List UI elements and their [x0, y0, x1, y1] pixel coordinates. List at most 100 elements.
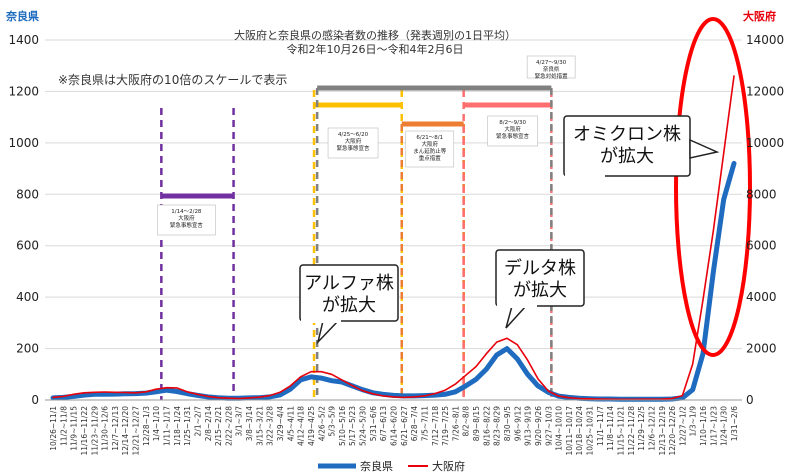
left-tick-label: 1200 [8, 84, 39, 98]
x-tick-label: 11/15~11/21 [617, 406, 626, 456]
x-tick-label: 10/11~10/17 [565, 406, 574, 456]
x-tick-label: 12/20~12/26 [668, 406, 677, 456]
x-tick-label: 1/11~1/17 [163, 406, 172, 446]
callout-text: が拡大 [322, 295, 376, 316]
legend-label-nara: 奈良県 [360, 459, 393, 473]
x-tick-label: 8/9~8/15 [472, 406, 481, 441]
x-tick-label: 8/30~9/5 [503, 406, 512, 441]
x-tick-label: 7/26~8/1 [451, 406, 460, 441]
x-tick-label: 12/7~12/13 [111, 406, 120, 451]
right-tick-label: 12000 [746, 84, 784, 98]
callout-mask [301, 317, 341, 323]
callout-mask [497, 302, 537, 308]
x-tick-label: 1/4~1/10 [152, 406, 161, 441]
period-label-text: 大阪府 [421, 140, 438, 148]
x-tick-label: 7/12~7/18 [431, 406, 440, 446]
x-tick-label: 12/21~12/27 [132, 406, 141, 456]
callout-tail [689, 138, 720, 159]
period-label-text: 大阪府 [178, 214, 195, 222]
x-tick-label: 5/24~5/30 [359, 406, 368, 446]
omicron-highlight-ellipse [674, 17, 752, 357]
period-label-box [327, 127, 379, 159]
x-tick-label: 3/15~3/21 [255, 406, 264, 446]
series-line-osaka [52, 75, 735, 401]
chart-title: 大阪府と奈良県の感染者数の推移（発表週別の1日平均） [234, 28, 516, 42]
period-markers: 1/14～2/28大阪府緊急事態宣言4/25～6/20大阪府緊急事態宣言6/21… [157, 55, 576, 400]
right-tick-label: 10000 [746, 136, 784, 150]
left-tick-label: 1400 [8, 33, 39, 47]
chart-subtitle: 令和2年10月26日～令和4年2月6日 [287, 42, 464, 56]
period-label-text: 奈良県 [543, 65, 560, 73]
x-tick-label: 4/12~4/18 [297, 406, 306, 446]
left-tick-label: 200 [16, 342, 39, 356]
callout-mask [565, 172, 605, 178]
x-tick-label: 12/14~12/20 [121, 406, 130, 456]
x-tick-label: 12/27~1/2 [678, 406, 687, 446]
x-tick-label: 6/7~6/13 [379, 406, 388, 441]
x-tick-label: 6/14~6/20 [390, 406, 399, 446]
x-tick-label: 5/17~5/23 [348, 406, 357, 446]
period-label-text: 緊急対処措置 [535, 72, 569, 80]
x-tick-label: 11/22~11/28 [627, 406, 636, 456]
period-label-box [526, 55, 576, 79]
right-tick-label: 14000 [746, 33, 784, 47]
x-tick-label: 12/6~12/12 [647, 406, 656, 451]
x-tick-label: 4/19~4/25 [307, 406, 316, 446]
period-label-text: 6/21～8/1 [416, 135, 443, 141]
x-tick-label: 11/2~11/8 [59, 406, 68, 446]
x-tick-label: 5/31~6/6 [369, 406, 378, 441]
x-tick-label: 2/1~2/7 [193, 406, 202, 437]
right-tick-label: 2000 [746, 342, 777, 356]
callout-tail [316, 320, 340, 345]
period-label-text: 大阪府 [345, 137, 362, 145]
x-tick-label: 2/15~2/21 [214, 406, 223, 446]
x-tick-label: 10/18~10/24 [575, 406, 584, 456]
left-axis-label: 奈良県 [5, 9, 39, 23]
x-tick-label: 9/27~10/3 [544, 406, 553, 446]
x-tick-label: 11/9~11/15 [70, 406, 79, 451]
x-tick-label: 4/5~4/11 [286, 406, 295, 441]
x-tick-label: 10/25~10/31 [586, 406, 595, 456]
x-tick-label: 5/3~5/9 [328, 406, 337, 437]
callout-text: が拡大 [600, 146, 654, 167]
period-label-text: 4/27～9/30 [536, 60, 567, 66]
period-label-text: 4/25～6/20 [338, 132, 369, 138]
x-tick-label: 1/10~1/16 [699, 406, 708, 446]
axes: 0200400600800100012001400020004000600080… [8, 33, 784, 456]
right-tick-label: 8000 [746, 187, 777, 201]
left-tick-label: 600 [16, 239, 39, 253]
highlight-ellipse [674, 17, 752, 357]
x-tick-label: 11/8~11/14 [606, 406, 615, 451]
right-tick-label: 4000 [746, 290, 777, 304]
x-tick-label: 11/30~12/6 [101, 406, 110, 451]
x-tick-label: 9/6~9/12 [513, 406, 522, 441]
x-tick-label: 1/3~1/9 [689, 406, 698, 437]
x-tick-label: 1/18~1/24 [173, 406, 182, 446]
x-tick-label: 3/22~3/28 [266, 406, 275, 446]
callout-text: オミクロン株 [573, 124, 681, 145]
period-label-text: 緊急事態宣言 [496, 132, 530, 140]
x-tick-label: 2/8~2/14 [204, 406, 213, 441]
x-tick-label: 10/4~10/10 [555, 406, 564, 451]
period-label-text: 大阪府 [504, 125, 521, 133]
left-tick-label: 0 [31, 393, 39, 407]
x-tick-label: 8/16~8/22 [482, 406, 491, 446]
callout-text: デルタ株 [504, 258, 576, 279]
x-tick-label: 11/16~11/22 [80, 406, 89, 456]
period-label-text: まん延防止等 [413, 147, 447, 155]
x-tick-label: 3/8~3/14 [245, 406, 254, 441]
x-tick-label: 11/23~11/29 [90, 406, 99, 456]
legend-label-osaka: 大阪府 [432, 459, 465, 473]
x-tick-label: 2/22~2/28 [224, 406, 233, 446]
x-tick-label: 5/10~5/16 [338, 406, 347, 446]
callout-tail [505, 305, 528, 329]
x-tick-label: 12/13~12/19 [658, 406, 667, 456]
x-tick-label: 3/1~3/7 [235, 406, 244, 437]
scale-note: ※奈良県は大阪府の10倍のスケールで表示 [58, 72, 287, 87]
x-tick-label: 7/5~7/11 [420, 406, 429, 441]
left-tick-label: 400 [16, 290, 39, 304]
x-tick-label: 1/17~1/23 [709, 406, 718, 446]
x-tick-label: 7/19~7/25 [441, 406, 450, 446]
